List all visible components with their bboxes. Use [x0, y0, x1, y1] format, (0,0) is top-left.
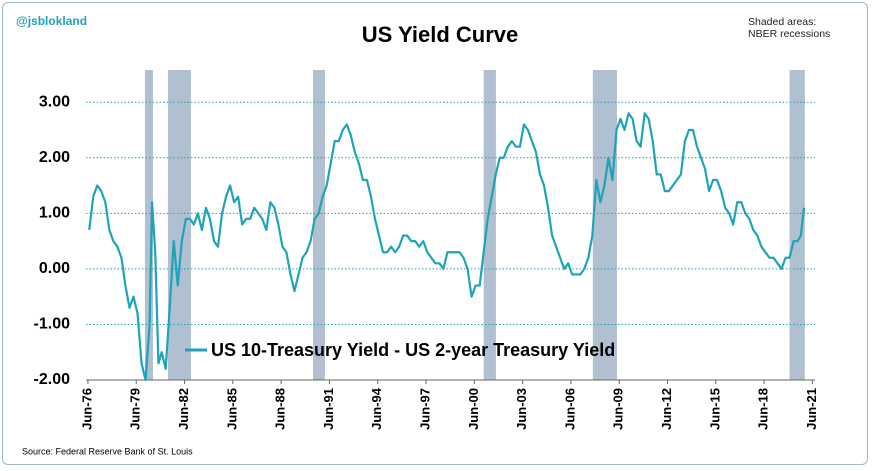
x-tick-label: Jun-88	[273, 388, 288, 430]
x-tick-label: Jun-12	[659, 388, 674, 430]
y-tick-label: 2.00	[39, 149, 70, 166]
y-tick-label: 0.00	[39, 260, 70, 277]
x-tick-label: Jun-15	[707, 388, 722, 430]
source: Source: Federal Reserve Bank of St. Loui…	[22, 446, 193, 456]
recession-band	[592, 70, 617, 380]
chart-title: US Yield Curve	[362, 22, 519, 47]
x-tick-label: Jun-18	[756, 388, 771, 430]
x-tick-label: Jun-94	[369, 387, 384, 430]
x-tick-label: Jun-79	[128, 388, 143, 430]
recession-band	[144, 70, 153, 380]
x-tick-label: Jun-97	[417, 388, 432, 430]
handle: @jsblokland	[16, 14, 87, 28]
x-tick-label: Jun-85	[224, 388, 239, 430]
annotation: Shaded areas: NBER recessions	[748, 16, 831, 40]
recession-band	[789, 70, 805, 380]
x-tick-label: Jun-09	[611, 388, 626, 430]
recession-band	[483, 70, 496, 380]
x-tick-label: Jun-82	[176, 388, 191, 430]
legend-label: US 10-Treasury Yield - US 2-year Treasur…	[211, 340, 615, 360]
series-line	[88, 112, 806, 382]
x-tick-label: Jun-03	[514, 388, 529, 430]
x-tick-label: Jun-00	[466, 388, 481, 430]
x-tick-label: Jun-91	[321, 388, 336, 430]
recession-band	[167, 70, 191, 380]
y-tick-label: 3.00	[39, 93, 70, 110]
y-tick-label: -1.00	[34, 316, 71, 333]
y-tick-label: 1.00	[39, 205, 70, 222]
recession-band	[313, 70, 325, 380]
frame	[2, 2, 868, 465]
x-tick-label: Jun-21	[804, 388, 819, 430]
y-tick-label: -2.00	[34, 371, 71, 388]
x-tick-label: Jun-76	[79, 388, 94, 430]
x-tick-label: Jun-06	[562, 388, 577, 430]
